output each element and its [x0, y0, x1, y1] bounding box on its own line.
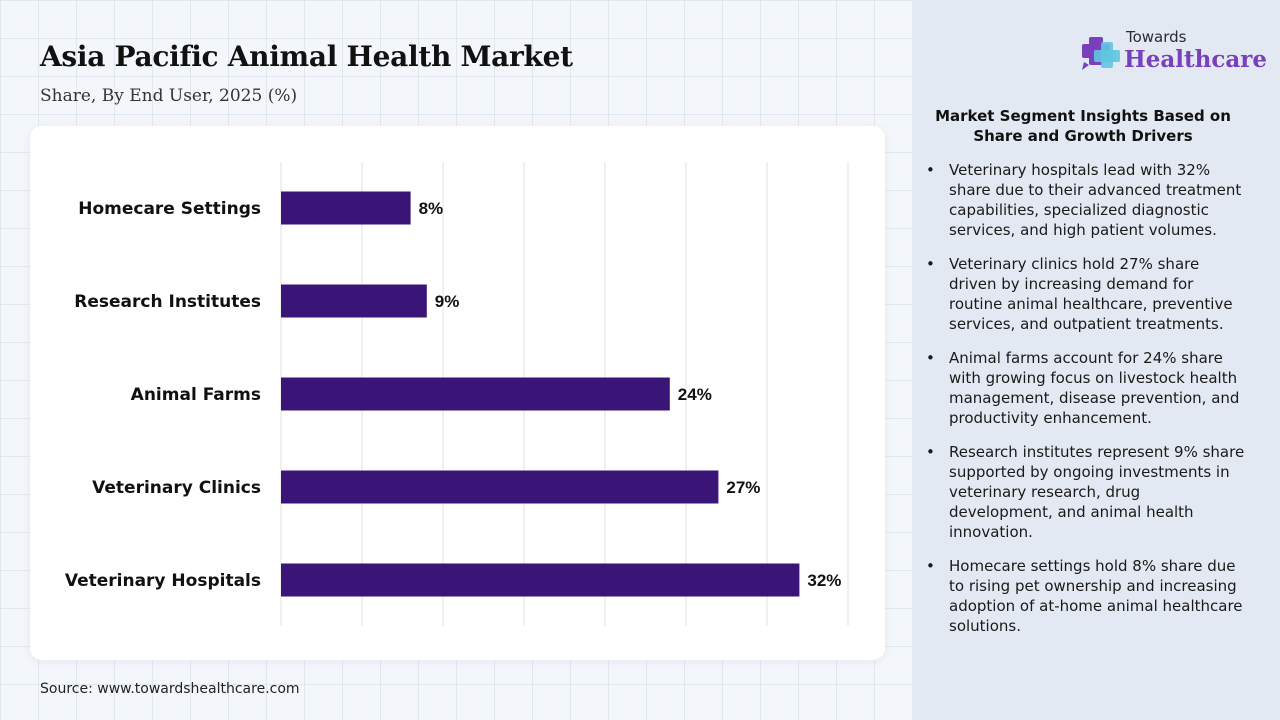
bar	[281, 284, 427, 318]
insight-item: • Homecare settings hold 8% share due to …	[926, 556, 1246, 636]
page-title: Asia Pacific Animal Health Market	[40, 40, 573, 73]
insight-text: Veterinary clinics hold 27% share driven…	[949, 255, 1233, 333]
data-label: 24%	[678, 385, 712, 404]
data-label: 9%	[435, 292, 460, 311]
insight-item: • Research institutes represent 9% share …	[926, 442, 1246, 542]
insight-text: Research institutes represent 9% share s…	[949, 443, 1245, 541]
insights-list: • Veterinary hospitals lead with 32% shar…	[926, 160, 1246, 650]
chart-card: Homecare Settings 8% Research Institutes 9%…	[30, 126, 885, 660]
bar	[281, 377, 670, 411]
category-label: Animal Farms	[131, 385, 261, 405]
bullet-icon: •	[926, 255, 935, 273]
insight-item: • Animal farms account for 24% share with…	[926, 348, 1246, 428]
bullet-icon: •	[926, 443, 935, 461]
insight-item: • Veterinary hospitals lead with 32% shar…	[926, 160, 1246, 240]
page-subtitle: Share, By End User, 2025 (%)	[40, 86, 298, 106]
logo-text-main: Healthcare	[1124, 46, 1268, 73]
brand-logo: Towards Healthcare	[1080, 28, 1267, 78]
bullet-icon: •	[926, 349, 935, 367]
insight-text: Homecare settings hold 8% share due to r…	[949, 557, 1243, 635]
bar	[281, 191, 411, 225]
source-note: Source: www.towardshealthcare.com	[40, 681, 300, 697]
insight-text: Veterinary hospitals lead with 32% share…	[949, 161, 1242, 239]
bullet-icon: •	[926, 557, 935, 575]
data-label: 27%	[726, 478, 760, 497]
data-label: 32%	[807, 571, 841, 590]
insights-title: Market Segment Insights Based on Share a…	[935, 107, 1231, 145]
category-label: Veterinary Hospitals	[65, 571, 261, 591]
bullet-icon: •	[926, 161, 935, 179]
cross-plus-icon	[1082, 37, 1120, 70]
category-label: Homecare Settings	[78, 199, 261, 219]
insight-item: • Veterinary clinics hold 27% share drive…	[926, 254, 1246, 334]
insights-panel	[912, 0, 1280, 720]
bar-chart: Homecare Settings 8% Research Institutes 9%…	[65, 162, 849, 626]
data-label: 8%	[419, 199, 444, 218]
bar	[281, 470, 719, 504]
bar	[281, 563, 800, 597]
category-label: Research Institutes	[74, 292, 261, 312]
insight-text: Animal farms account for 24% share with …	[949, 349, 1240, 427]
category-label: Veterinary Clinics	[92, 478, 261, 498]
logo-text-top: Towards	[1126, 28, 1187, 46]
